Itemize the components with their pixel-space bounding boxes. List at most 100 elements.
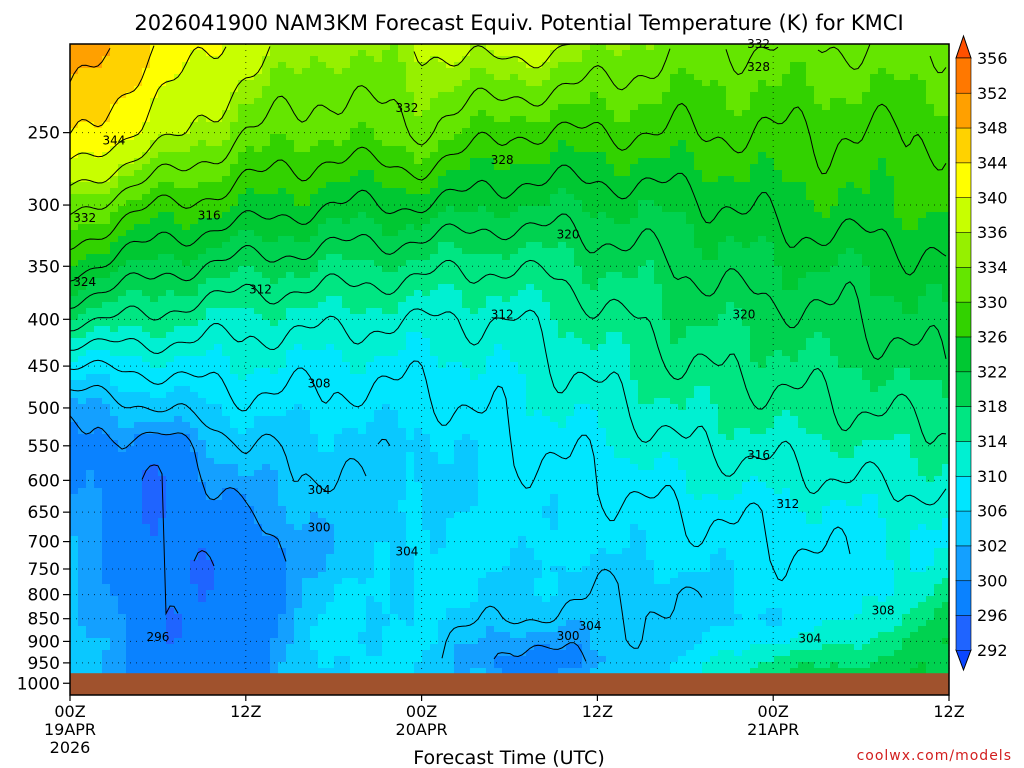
field-cell bbox=[286, 194, 295, 201]
field-cell bbox=[366, 458, 375, 465]
field-cell bbox=[166, 50, 175, 57]
field-cell bbox=[318, 410, 327, 417]
field-cell bbox=[398, 656, 407, 663]
field-cell bbox=[110, 134, 119, 141]
field-cell bbox=[294, 626, 303, 633]
field-cell bbox=[246, 332, 255, 339]
field-cell bbox=[134, 116, 143, 123]
field-cell bbox=[158, 638, 167, 645]
field-cell bbox=[70, 470, 79, 477]
field-cell bbox=[230, 608, 239, 615]
field-cell bbox=[318, 98, 327, 105]
field-cell bbox=[366, 506, 375, 513]
field-cell bbox=[246, 548, 255, 555]
field-cell bbox=[262, 350, 271, 357]
field-cell bbox=[302, 266, 311, 273]
field-cell bbox=[446, 284, 455, 291]
field-cell bbox=[214, 416, 223, 423]
field-cell bbox=[254, 140, 263, 147]
field-cell bbox=[318, 548, 327, 555]
field-cell bbox=[278, 572, 287, 579]
field-cell bbox=[366, 194, 375, 201]
field-cell bbox=[422, 134, 431, 141]
field-cell bbox=[446, 410, 455, 417]
field-cell bbox=[278, 158, 287, 165]
field-cell bbox=[254, 434, 263, 441]
field-cell bbox=[342, 548, 351, 555]
field-cell bbox=[430, 500, 439, 507]
field-cell bbox=[342, 356, 351, 363]
field-cell bbox=[230, 122, 239, 129]
field-cell bbox=[294, 350, 303, 357]
field-cell bbox=[238, 56, 247, 63]
field-cell bbox=[270, 206, 279, 213]
field-cell bbox=[406, 518, 415, 525]
field-cell bbox=[438, 236, 447, 243]
field-cell bbox=[366, 398, 375, 405]
field-cell bbox=[334, 662, 343, 669]
field-cell bbox=[350, 644, 359, 651]
field-cell bbox=[118, 218, 127, 225]
field-cell bbox=[374, 386, 383, 393]
field-cell bbox=[310, 386, 319, 393]
field-cell bbox=[102, 194, 111, 201]
field-cell bbox=[94, 548, 103, 555]
field-cell bbox=[142, 554, 151, 561]
field-cell bbox=[94, 152, 103, 159]
field-cell bbox=[358, 584, 367, 591]
field-cell bbox=[78, 350, 87, 357]
field-cell bbox=[342, 92, 351, 99]
field-cell bbox=[70, 44, 79, 51]
field-cell bbox=[182, 644, 191, 651]
field-cell bbox=[366, 536, 375, 543]
field-cell bbox=[150, 182, 159, 189]
field-cell bbox=[254, 104, 263, 111]
field-cell bbox=[406, 260, 415, 267]
field-cell bbox=[230, 92, 239, 99]
field-cell bbox=[86, 344, 95, 351]
field-cell bbox=[158, 608, 167, 615]
field-cell bbox=[214, 650, 223, 657]
field-cell bbox=[118, 614, 127, 621]
field-cell bbox=[174, 320, 183, 327]
field-cell bbox=[358, 554, 367, 561]
field-cell bbox=[222, 104, 231, 111]
field-cell bbox=[286, 350, 295, 357]
field-cell bbox=[102, 152, 111, 159]
field-cell bbox=[438, 518, 447, 525]
field-cell bbox=[374, 494, 383, 501]
field-cell bbox=[214, 110, 223, 117]
field-cell bbox=[422, 194, 431, 201]
field-cell bbox=[406, 656, 415, 663]
field-cell bbox=[310, 296, 319, 303]
field-cell bbox=[286, 494, 295, 501]
field-cell bbox=[446, 74, 455, 81]
field-cell bbox=[422, 584, 431, 591]
field-cell bbox=[342, 134, 351, 141]
field-cell bbox=[414, 278, 423, 285]
field-cell bbox=[142, 182, 151, 189]
field-cell bbox=[350, 320, 359, 327]
field-cell bbox=[190, 614, 199, 621]
field-cell bbox=[110, 536, 119, 543]
field-cell bbox=[310, 338, 319, 345]
field-cell bbox=[222, 614, 231, 621]
field-cell bbox=[182, 62, 191, 69]
field-cell bbox=[158, 416, 167, 423]
field-cell bbox=[382, 524, 391, 531]
field-cell bbox=[134, 320, 143, 327]
field-cell bbox=[94, 500, 103, 507]
field-cell bbox=[326, 200, 335, 207]
field-cell bbox=[318, 434, 327, 441]
field-cell bbox=[238, 272, 247, 279]
field-cell bbox=[118, 416, 127, 423]
field-cell bbox=[438, 560, 447, 567]
field-cell bbox=[70, 620, 79, 627]
field-cell bbox=[430, 308, 439, 315]
field-cell bbox=[318, 488, 327, 495]
field-cell bbox=[166, 332, 175, 339]
field-cell bbox=[70, 602, 79, 609]
field-cell bbox=[246, 584, 255, 591]
field-cell bbox=[190, 476, 199, 483]
field-cell bbox=[214, 506, 223, 513]
